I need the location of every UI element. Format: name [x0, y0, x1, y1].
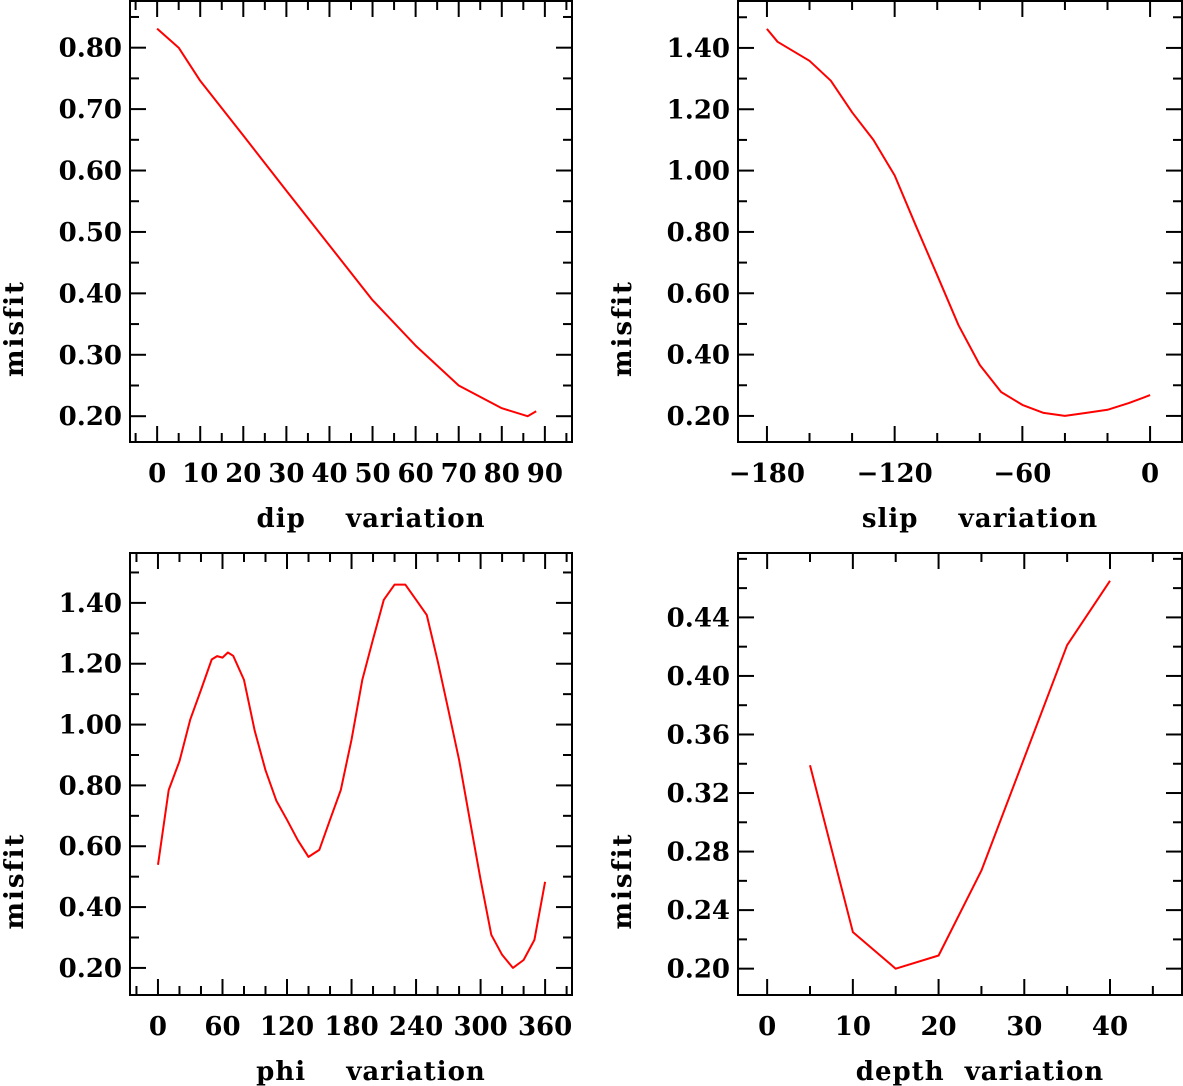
- x-tick-label: 0: [148, 459, 166, 489]
- y-tick-label: 0.40: [59, 279, 122, 309]
- panel-dip: 0 10 20 30 40 50 60 70 80 90 0.20 0.30 0.40 0.50 0.60 0…: [0, 0, 573, 534]
- y-tick-label: 0.28: [667, 838, 730, 868]
- misfit-series-line: [766, 28, 1151, 417]
- plot-frame: [129, 0, 573, 443]
- y-axis-label: misfit: [608, 832, 638, 929]
- x-axis-label: phi variation: [256, 1057, 486, 1086]
- x-tick-label: 60: [204, 1012, 240, 1042]
- x-axis-label: depth variation: [856, 1057, 1104, 1086]
- y-tick-label: 0.36: [667, 720, 730, 750]
- panel-phi: 0 60 120 180 240 300 360 0.20 0.40 0.60 0.80 1.00 1.…: [0, 552, 573, 1086]
- y-tick-label: 0.50: [59, 218, 122, 248]
- y-tick-label: 0.20: [667, 955, 730, 985]
- panel-slip: −180 −120 −60 0 0.20 0.40 0.60 0.80 1.00 1.20 1.40…: [608, 0, 1183, 534]
- y-tick-label: 0.44: [667, 603, 730, 633]
- x-tick-label: 0: [1141, 459, 1159, 489]
- x-tick-label: −180: [729, 459, 805, 489]
- x-tick-label: 30: [1006, 1012, 1042, 1042]
- y-tick-label: 0.70: [59, 95, 122, 125]
- x-tick-label: 10: [182, 459, 218, 489]
- y-axis-label: misfit: [608, 280, 638, 377]
- y-tick-label: 0.60: [667, 279, 730, 309]
- y-tick-label: 0.80: [59, 771, 122, 801]
- plot-frame: [129, 552, 573, 996]
- y-tick-label: 1.20: [667, 95, 730, 125]
- x-tick-label: 0: [758, 1012, 776, 1042]
- misfit-series-line: [157, 583, 547, 969]
- x-tick-label: 30: [268, 459, 304, 489]
- misfit-series-line: [809, 580, 1111, 970]
- x-tick-label: 90: [527, 459, 563, 489]
- misfit-series-line: [156, 27, 537, 418]
- x-tick-label: 70: [441, 459, 477, 489]
- y-tick-label: 0.20: [59, 954, 122, 984]
- y-tick-label: 0.32: [667, 779, 730, 809]
- y-axis-label: misfit: [0, 832, 30, 929]
- x-tick-label: 60: [398, 459, 434, 489]
- y-tick-label: 0.20: [59, 402, 122, 432]
- y-tick-label: 0.40: [667, 341, 730, 371]
- y-tick-label: 0.20: [667, 402, 730, 432]
- y-axis-label: misfit: [0, 280, 30, 377]
- y-tick-label: 0.40: [59, 893, 122, 923]
- plot-frame: [737, 552, 1183, 996]
- panel-depth: 0 10 20 30 40 0.20 0.24 0.28 0.32 0.36 0.40 0.44 dep…: [608, 552, 1183, 1086]
- y-tick-label: 0.60: [59, 157, 122, 187]
- y-tick-label: 1.40: [667, 34, 730, 64]
- x-tick-label: 20: [225, 459, 261, 489]
- x-axis-label: dip variation: [257, 504, 486, 534]
- x-tick-label: −120: [857, 459, 933, 489]
- x-tick-label: 240: [389, 1012, 443, 1042]
- x-tick-label: 300: [453, 1012, 507, 1042]
- x-tick-label: 180: [324, 1012, 378, 1042]
- y-tick-label: 0.60: [59, 832, 122, 862]
- y-tick-label: 1.40: [59, 589, 122, 619]
- x-tick-label: 20: [920, 1012, 956, 1042]
- y-tick-label: 0.80: [59, 34, 122, 64]
- x-tick-label: −60: [993, 459, 1051, 489]
- y-tick-label: 1.20: [59, 650, 122, 680]
- y-tick-label: 1.00: [59, 711, 122, 741]
- y-tick-label: 0.30: [59, 341, 122, 371]
- y-tick-label: 1.00: [667, 157, 730, 187]
- x-axis-label: slip variation: [862, 504, 1098, 534]
- x-tick-label: 0: [149, 1012, 167, 1042]
- y-tick-label: 0.24: [667, 896, 730, 926]
- x-tick-label: 10: [835, 1012, 871, 1042]
- x-tick-label: 50: [354, 459, 390, 489]
- x-tick-label: 120: [260, 1012, 314, 1042]
- plot-frame: [737, 0, 1183, 443]
- y-tick-label: 0.80: [667, 218, 730, 248]
- x-tick-label: 40: [1092, 1012, 1128, 1042]
- y-tick-label: 0.40: [667, 662, 730, 692]
- x-tick-label: 40: [311, 459, 347, 489]
- x-tick-label: 80: [484, 459, 520, 489]
- x-tick-label: 360: [518, 1012, 572, 1042]
